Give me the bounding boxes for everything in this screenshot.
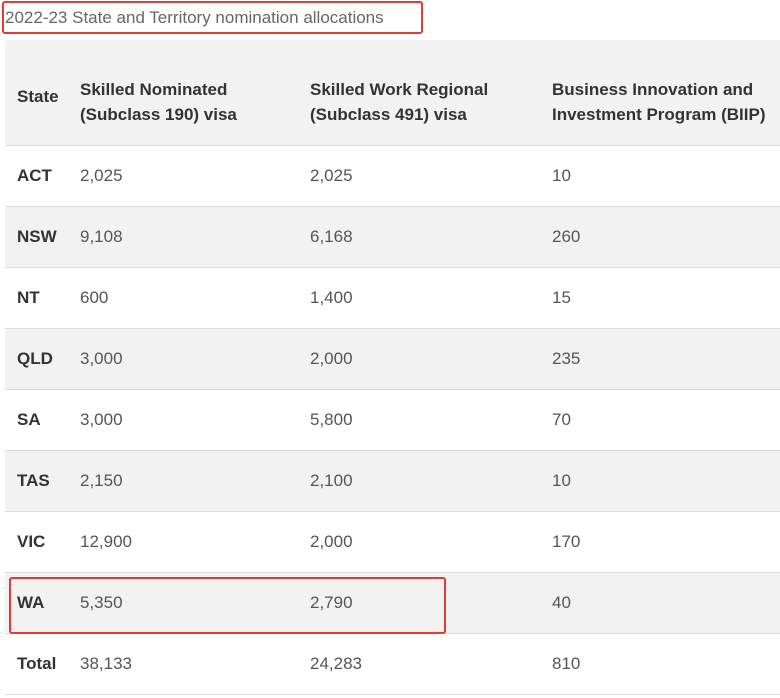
biip-cell: 235 — [540, 328, 780, 390]
subclass-491-cell: 2,025 — [298, 145, 540, 207]
header-biip: Business Innovation and Investment Progr… — [540, 40, 780, 146]
subclass-190-cell: 2,150 — [68, 450, 298, 512]
subclass-491-cell: 6,168 — [298, 206, 540, 268]
allocation-table: State Skilled Nominated (Subclass 190) v… — [5, 40, 780, 695]
state-cell: NSW — [5, 206, 68, 268]
subclass-190-cell: 9,108 — [68, 206, 298, 268]
subclass-190-cell: 600 — [68, 267, 298, 329]
biip-cell: 15 — [540, 267, 780, 329]
state-cell: QLD — [5, 328, 68, 390]
subclass-491-cell: 24,283 — [298, 633, 540, 695]
biip-cell: 40 — [540, 572, 780, 634]
table-row: QLD 3,000 2,000 235 — [5, 328, 780, 390]
biip-cell: 10 — [540, 450, 780, 512]
state-cell: WA — [5, 572, 68, 634]
state-cell: ACT — [5, 145, 68, 207]
subclass-190-cell: 5,350 — [68, 572, 298, 634]
subclass-190-cell: 2,025 — [68, 145, 298, 207]
biip-cell: 810 — [540, 633, 780, 695]
biip-cell: 70 — [540, 389, 780, 451]
subclass-491-cell: 2,790 — [298, 572, 540, 634]
table-row-wa: WA 5,350 2,790 40 — [5, 572, 780, 634]
subclass-190-cell: 3,000 — [68, 389, 298, 451]
state-cell: Total — [5, 633, 68, 695]
subclass-491-cell: 2,000 — [298, 511, 540, 573]
caption-highlight — [2, 1, 423, 34]
biip-cell: 170 — [540, 511, 780, 573]
table-row: VIC 12,900 2,000 170 — [5, 511, 780, 573]
subclass-491-cell: 2,000 — [298, 328, 540, 390]
subclass-491-cell: 5,800 — [298, 389, 540, 451]
subclass-491-cell: 1,400 — [298, 267, 540, 329]
state-cell: VIC — [5, 511, 68, 573]
biip-cell: 10 — [540, 145, 780, 207]
table-row: ACT 2,025 2,025 10 — [5, 145, 780, 207]
header-state: State — [5, 40, 68, 146]
subclass-190-cell: 3,000 — [68, 328, 298, 390]
subclass-190-cell: 12,900 — [68, 511, 298, 573]
biip-cell: 260 — [540, 206, 780, 268]
state-cell: TAS — [5, 450, 68, 512]
table-row-total: Total 38,133 24,283 810 — [5, 633, 780, 695]
subclass-491-cell: 2,100 — [298, 450, 540, 512]
header-subclass-491: Skilled Work Regional (Subclass 491) vis… — [298, 40, 540, 146]
table-row: NSW 9,108 6,168 260 — [5, 206, 780, 268]
table-caption: 2022-23 State and Territory nomination a… — [5, 8, 384, 27]
state-cell: NT — [5, 267, 68, 329]
table-row: TAS 2,150 2,100 10 — [5, 450, 780, 512]
header-subclass-190: Skilled Nominated (Subclass 190) visa — [68, 40, 298, 146]
table-row: SA 3,000 5,800 70 — [5, 389, 780, 451]
subclass-190-cell: 38,133 — [68, 633, 298, 695]
table-row: NT 600 1,400 15 — [5, 267, 780, 329]
state-cell: SA — [5, 389, 68, 451]
table-header-row: State Skilled Nominated (Subclass 190) v… — [5, 40, 780, 146]
